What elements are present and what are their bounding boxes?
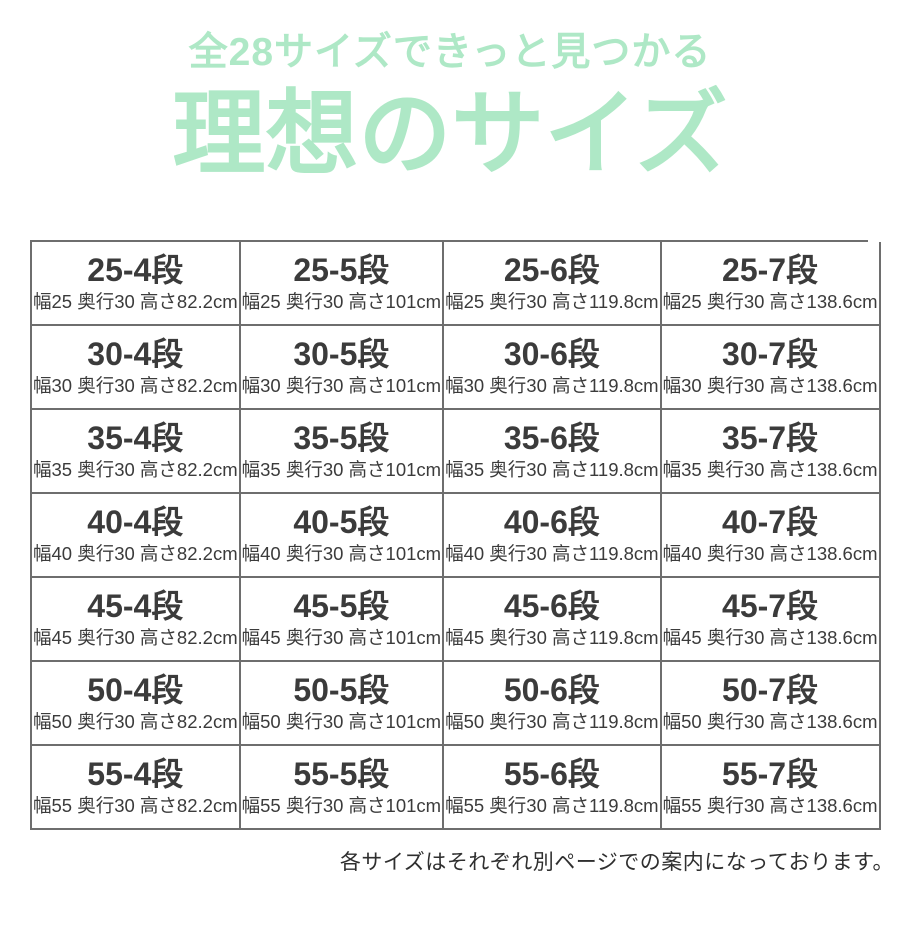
size-cell-spec: 幅50 奥行30 高さ82.2cm (33, 710, 238, 732)
size-cell-spec: 幅45 奥行30 高さ101cm (241, 626, 442, 648)
size-cell-spec: 幅40 奥行30 高さ119.8cm (445, 542, 659, 564)
size-cell-title: 45-4段 (87, 588, 184, 625)
size-cell-50-7dan: 50-7段 幅50 奥行30 高さ138.6cm (661, 661, 881, 746)
size-cell-title: 55-6段 (503, 756, 600, 793)
size-cell-title: 45-7段 (722, 588, 819, 625)
size-cell-title: 25-4段 (87, 252, 184, 289)
size-cell-30-6dan: 30-6段 幅30 奥行30 高さ119.8cm (444, 325, 662, 410)
size-cell-title: 45-6段 (503, 588, 600, 625)
size-cell-title: 25-5段 (293, 252, 390, 289)
size-cell-45-4dan: 45-4段 幅45 奥行30 高さ82.2cm (32, 577, 241, 662)
size-cell-title: 50-5段 (293, 672, 390, 709)
size-cell-title: 30-5段 (293, 336, 390, 373)
size-cell-spec: 幅50 奥行30 高さ119.8cm (445, 710, 659, 732)
size-cell-spec: 幅55 奥行30 高さ119.8cm (445, 794, 659, 816)
size-cell-title: 30-4段 (87, 336, 184, 373)
size-cell-title: 50-7段 (722, 672, 819, 709)
size-cell-40-4dan: 40-4段 幅40 奥行30 高さ82.2cm (32, 493, 241, 578)
size-cell-title: 35-5段 (293, 420, 390, 457)
size-cell-spec: 幅35 奥行30 高さ101cm (241, 458, 442, 480)
size-cell-40-7dan: 40-7段 幅40 奥行30 高さ138.6cm (661, 493, 881, 578)
size-cell-spec: 幅45 奥行30 高さ82.2cm (33, 626, 238, 648)
size-cell-spec: 幅35 奥行30 高さ138.6cm (662, 458, 878, 480)
size-table: 25-4段 幅25 奥行30 高さ82.2cm 25-5段 幅25 奥行30 高さ10… (30, 239, 881, 830)
size-cell-35-6dan: 35-6段 幅35 奥行30 高さ119.8cm (444, 409, 662, 494)
size-cell-title: 40-7段 (722, 504, 819, 541)
size-cell-title: 50-4段 (87, 672, 184, 709)
size-cell-55-7dan: 55-7段 幅55 奥行30 高さ138.6cm (661, 745, 881, 830)
size-cell-title: 55-7段 (722, 756, 819, 793)
header-subtitle: 全28サイズできっと見つかる (188, 31, 712, 74)
size-cell-spec: 幅40 奥行30 高さ82.2cm (33, 542, 238, 564)
size-cell-35-4dan: 35-4段 幅35 奥行30 高さ82.2cm (32, 409, 241, 494)
size-cell-55-5dan: 55-5段 幅55 奥行30 高さ101cm (240, 745, 445, 830)
footer-note: 各サイズはそれぞれ別ページでの案内になっております。 (339, 850, 894, 874)
size-cell-spec: 幅50 奥行30 高さ138.6cm (662, 710, 878, 732)
size-cell-spec: 幅25 奥行30 高さ101cm (241, 290, 442, 312)
size-cell-title: 40-5段 (293, 504, 390, 541)
size-cell-title: 35-7段 (722, 420, 819, 457)
header: 全28サイズできっと見つかる 理想のサイズ (0, 30, 900, 188)
size-cell-50-6dan: 50-6段 幅50 奥行30 高さ119.8cm (444, 661, 662, 746)
size-cell-spec: 幅30 奥行30 高さ82.2cm (33, 374, 238, 396)
size-cell-title: 35-4段 (87, 420, 184, 457)
size-cell-spec: 幅25 奥行30 高さ119.8cm (445, 290, 659, 312)
size-cell-30-4dan: 30-4段 幅30 奥行30 高さ82.2cm (32, 325, 241, 410)
size-cell-30-7dan: 30-7段 幅30 奥行30 高さ138.6cm (661, 325, 881, 410)
size-cell-title: 55-4段 (87, 756, 184, 793)
size-cell-35-5dan: 35-5段 幅35 奥行30 高さ101cm (240, 409, 445, 494)
size-cell-25-4dan: 25-4段 幅25 奥行30 高さ82.2cm (32, 241, 241, 326)
size-cell-spec: 幅45 奥行30 高さ119.8cm (445, 626, 659, 648)
size-cell-35-7dan: 35-7段 幅35 奥行30 高さ138.6cm (661, 409, 881, 494)
size-cell-spec: 幅55 奥行30 高さ101cm (241, 794, 442, 816)
size-cell-spec: 幅25 奥行30 高さ82.2cm (33, 290, 238, 312)
size-cell-title: 40-4段 (87, 504, 184, 541)
size-cell-title: 30-7段 (722, 336, 819, 373)
size-cell-title: 25-7段 (722, 252, 819, 289)
size-cell-title: 55-5段 (293, 756, 390, 793)
size-cell-title: 35-6段 (503, 420, 600, 457)
size-cell-spec: 幅55 奥行30 高さ138.6cm (662, 794, 878, 816)
size-cell-spec: 幅35 奥行30 高さ119.8cm (445, 458, 659, 480)
size-cell-55-4dan: 55-4段 幅55 奥行30 高さ82.2cm (32, 745, 241, 830)
size-cell-title: 40-6段 (503, 504, 600, 541)
size-cell-50-4dan: 50-4段 幅50 奥行30 高さ82.2cm (32, 661, 241, 746)
size-cell-title: 45-5段 (293, 588, 390, 625)
size-cell-spec: 幅35 奥行30 高さ82.2cm (33, 458, 238, 480)
size-cell-spec: 幅40 奥行30 高さ101cm (241, 542, 442, 564)
size-cell-spec: 幅45 奥行30 高さ138.6cm (662, 626, 878, 648)
size-cell-55-6dan: 55-6段 幅55 奥行30 高さ119.8cm (444, 745, 662, 830)
size-cell-25-6dan: 25-6段 幅25 奥行30 高さ119.8cm (444, 241, 662, 326)
size-cell-45-6dan: 45-6段 幅45 奥行30 高さ119.8cm (444, 577, 662, 662)
size-cell-spec: 幅50 奥行30 高さ101cm (241, 710, 442, 732)
size-cell-spec: 幅30 奥行30 高さ101cm (241, 374, 442, 396)
size-cell-45-7dan: 45-7段 幅45 奥行30 高さ138.6cm (661, 577, 881, 662)
size-cell-40-5dan: 40-5段 幅40 奥行30 高さ101cm (240, 493, 445, 578)
size-cell-25-5dan: 25-5段 幅25 奥行30 高さ101cm (240, 241, 445, 326)
size-cell-45-5dan: 45-5段 幅45 奥行30 高さ101cm (240, 577, 445, 662)
size-cell-title: 25-6段 (503, 252, 600, 289)
size-cell-50-5dan: 50-5段 幅50 奥行30 高さ101cm (240, 661, 445, 746)
size-cell-spec: 幅25 奥行30 高さ138.6cm (662, 290, 878, 312)
size-cell-spec: 幅30 奥行30 高さ119.8cm (445, 374, 659, 396)
size-cell-spec: 幅40 奥行30 高さ138.6cm (662, 542, 878, 564)
size-cell-title: 50-6段 (503, 672, 600, 709)
size-cell-25-7dan: 25-7段 幅25 奥行30 高さ138.6cm (661, 241, 881, 326)
size-cell-30-5dan: 30-5段 幅30 奥行30 高さ101cm (240, 325, 445, 410)
size-cell-spec: 幅55 奥行30 高さ82.2cm (33, 794, 238, 816)
size-cell-40-6dan: 40-6段 幅40 奥行30 高さ119.8cm (444, 493, 662, 578)
page-title: 理想のサイズ (172, 81, 728, 186)
size-cell-spec: 幅30 奥行30 高さ138.6cm (662, 374, 878, 396)
page: 全28サイズできっと見つかる 理想のサイズ 25-4段 幅25 奥行30 高さ82… (0, 30, 900, 930)
size-cell-title: 30-6段 (503, 336, 600, 373)
